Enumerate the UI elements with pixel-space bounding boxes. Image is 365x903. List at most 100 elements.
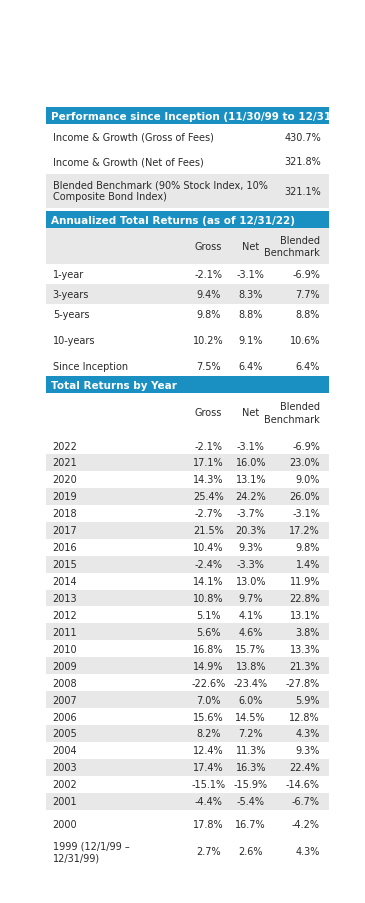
- Text: 13.3%: 13.3%: [289, 644, 320, 654]
- Text: -6.7%: -6.7%: [292, 796, 320, 806]
- Text: 2008: 2008: [53, 678, 77, 688]
- Text: 12.4%: 12.4%: [193, 746, 224, 756]
- Bar: [46, 539, 328, 556]
- Text: 10.6%: 10.6%: [289, 336, 320, 346]
- Text: 3.8%: 3.8%: [296, 628, 320, 638]
- Text: 13.1%: 13.1%: [289, 610, 320, 620]
- Text: 2014: 2014: [53, 576, 77, 586]
- Text: 2.6%: 2.6%: [238, 846, 263, 856]
- Text: 2003: 2003: [53, 762, 77, 772]
- Text: 2007: 2007: [53, 694, 77, 705]
- Text: 2022: 2022: [53, 441, 78, 451]
- Text: 22.8%: 22.8%: [289, 593, 320, 603]
- Text: 9.3%: 9.3%: [238, 543, 263, 553]
- Bar: [46, 640, 328, 657]
- Text: 6.4%: 6.4%: [296, 362, 320, 372]
- Text: Gross: Gross: [195, 242, 222, 252]
- Text: 9.8%: 9.8%: [296, 543, 320, 553]
- Text: -2.1%: -2.1%: [194, 269, 222, 280]
- Bar: [46, 837, 328, 865]
- Text: Since Inception: Since Inception: [53, 362, 128, 372]
- Text: 14.5%: 14.5%: [235, 712, 266, 721]
- Bar: [46, 212, 328, 229]
- Text: -6.9%: -6.9%: [292, 269, 320, 280]
- Text: 21.3%: 21.3%: [289, 661, 320, 671]
- Text: 11.3%: 11.3%: [235, 746, 266, 756]
- Bar: [46, 776, 328, 793]
- Bar: [46, 692, 328, 708]
- Text: Income & Growth (Net of Fees): Income & Growth (Net of Fees): [53, 157, 203, 167]
- Text: 2.7%: 2.7%: [196, 846, 220, 856]
- Bar: [46, 265, 328, 284]
- Bar: [46, 815, 328, 833]
- Text: 16.7%: 16.7%: [235, 819, 266, 829]
- Text: 9.1%: 9.1%: [238, 336, 263, 346]
- Text: -14.6%: -14.6%: [286, 779, 320, 789]
- Bar: [46, 556, 328, 573]
- Text: 5.1%: 5.1%: [196, 610, 220, 620]
- Text: 13.1%: 13.1%: [235, 475, 266, 485]
- Bar: [46, 108, 328, 126]
- Text: -3.1%: -3.1%: [292, 508, 320, 518]
- Text: 10.2%: 10.2%: [193, 336, 224, 346]
- Text: -23.4%: -23.4%: [234, 678, 268, 688]
- Text: 2012: 2012: [53, 610, 77, 620]
- Text: 9.3%: 9.3%: [296, 746, 320, 756]
- Text: 321.1%: 321.1%: [285, 186, 322, 197]
- Text: 8.8%: 8.8%: [238, 310, 263, 320]
- Bar: [46, 284, 328, 304]
- Text: 8.3%: 8.3%: [238, 290, 263, 300]
- Text: 14.1%: 14.1%: [193, 576, 223, 586]
- Text: 16.3%: 16.3%: [235, 762, 266, 772]
- Text: 5.6%: 5.6%: [196, 628, 220, 638]
- Text: -2.4%: -2.4%: [194, 560, 222, 570]
- Text: 5-years: 5-years: [53, 310, 89, 320]
- Text: 4.3%: 4.3%: [296, 846, 320, 856]
- Bar: [46, 377, 328, 394]
- Text: -15.1%: -15.1%: [191, 779, 225, 789]
- Text: 2019: 2019: [53, 492, 77, 502]
- Text: 4.6%: 4.6%: [238, 628, 263, 638]
- Text: 26.0%: 26.0%: [289, 492, 320, 502]
- Text: -2.7%: -2.7%: [194, 508, 222, 518]
- Text: 5.9%: 5.9%: [296, 694, 320, 705]
- Text: 17.8%: 17.8%: [193, 819, 224, 829]
- Bar: [46, 793, 328, 810]
- Text: Total Returns by Year: Total Returns by Year: [51, 380, 177, 390]
- Text: Annualized Total Returns (as of 12/31/22): Annualized Total Returns (as of 12/31/22…: [51, 216, 295, 226]
- Text: 15.7%: 15.7%: [235, 644, 266, 654]
- Text: 1999 (12/1/99 –
12/31/99): 1999 (12/1/99 – 12/31/99): [53, 840, 130, 862]
- Text: 9.0%: 9.0%: [296, 475, 320, 485]
- Text: -2.1%: -2.1%: [194, 441, 222, 451]
- Text: 430.7%: 430.7%: [285, 133, 322, 143]
- Bar: [46, 708, 328, 725]
- Text: 17.4%: 17.4%: [193, 762, 224, 772]
- Text: Performance since Inception (11/30/99 to 12/31/22): Performance since Inception (11/30/99 to…: [51, 112, 354, 122]
- Text: 2009: 2009: [53, 661, 77, 671]
- Text: Net: Net: [242, 408, 260, 418]
- Text: 16.8%: 16.8%: [193, 644, 223, 654]
- Text: 17.2%: 17.2%: [289, 526, 320, 535]
- Text: -15.9%: -15.9%: [234, 779, 268, 789]
- Text: 7.2%: 7.2%: [238, 729, 263, 739]
- Text: 2000: 2000: [53, 819, 77, 829]
- Text: 3-years: 3-years: [53, 290, 89, 300]
- Text: 7.5%: 7.5%: [196, 362, 220, 372]
- Text: 21.5%: 21.5%: [193, 526, 224, 535]
- Text: 4.1%: 4.1%: [238, 610, 263, 620]
- Text: Net: Net: [242, 242, 260, 252]
- Bar: [46, 522, 328, 539]
- Text: -4.2%: -4.2%: [292, 819, 320, 829]
- Bar: [46, 590, 328, 607]
- Bar: [46, 742, 328, 759]
- Text: Blended
Benchmark: Blended Benchmark: [264, 236, 320, 258]
- Text: 14.9%: 14.9%: [193, 661, 223, 671]
- Bar: [46, 150, 328, 174]
- Text: 2010: 2010: [53, 644, 77, 654]
- Bar: [46, 624, 328, 640]
- Text: -27.8%: -27.8%: [286, 678, 320, 688]
- Text: -6.9%: -6.9%: [292, 441, 320, 451]
- Text: -5.4%: -5.4%: [237, 796, 265, 806]
- Text: 2020: 2020: [53, 475, 77, 485]
- Text: 2006: 2006: [53, 712, 77, 721]
